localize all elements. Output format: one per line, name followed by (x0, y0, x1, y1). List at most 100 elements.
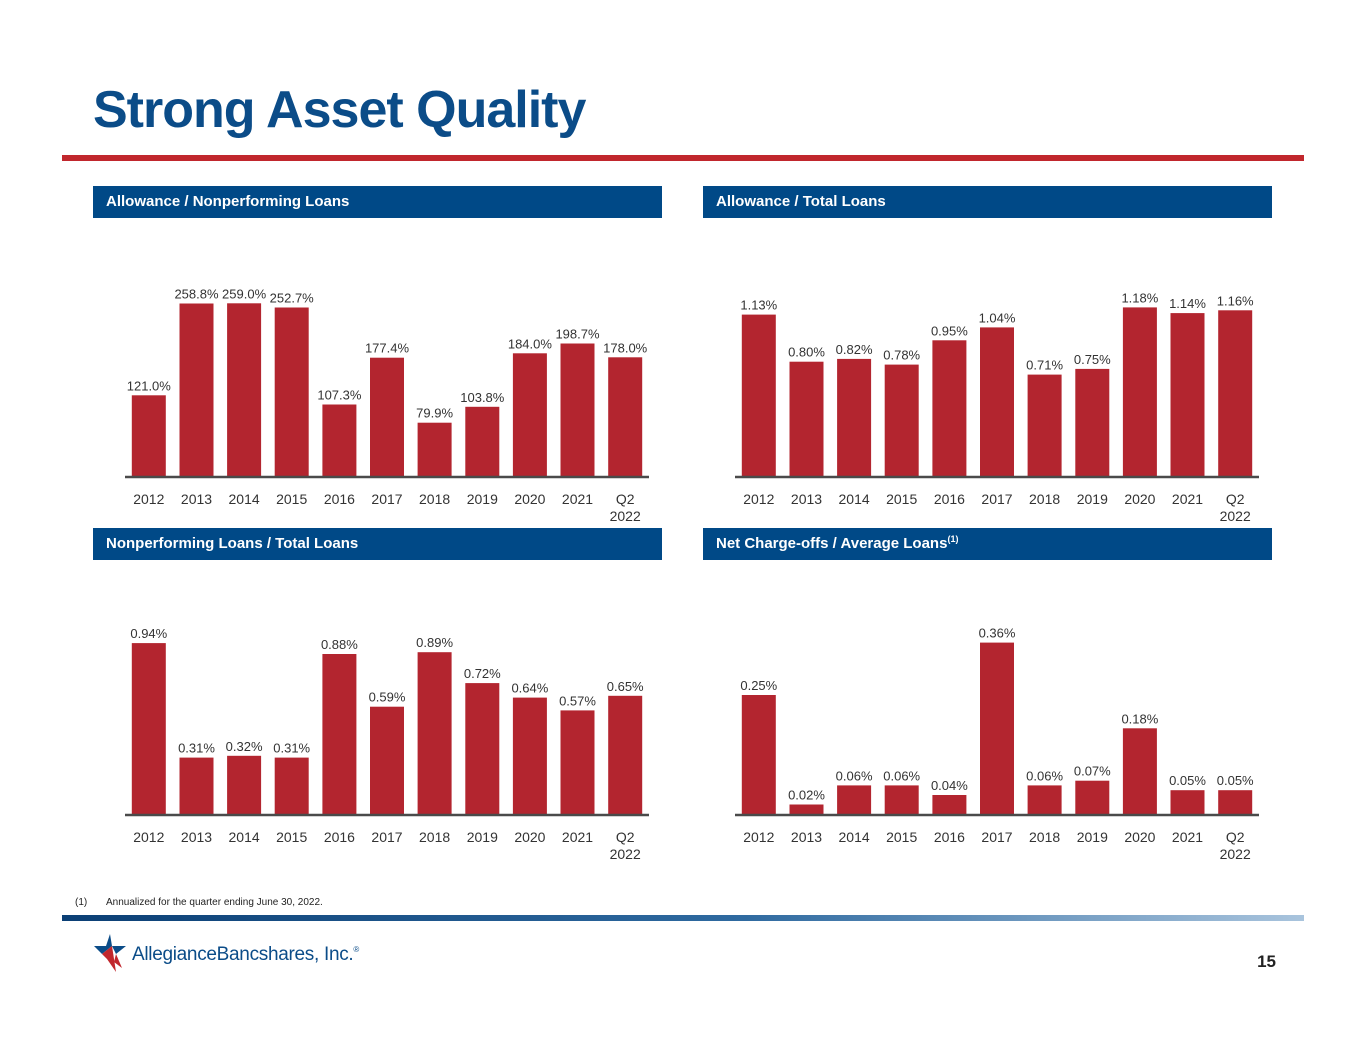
data-label: 178.0% (603, 340, 648, 355)
data-label: 0.06% (883, 768, 920, 783)
x-tick-label: 2019 (467, 829, 498, 845)
data-label: 259.0% (222, 286, 267, 301)
x-tick-label: 2014 (839, 491, 870, 507)
bar-2015 (274, 307, 309, 476)
x-tick-label: 2013 (791, 491, 822, 507)
x-tick-label: 2012 (133, 491, 164, 507)
bar-2014 (837, 785, 872, 814)
data-label: 0.64% (511, 681, 548, 696)
data-label: 0.05% (1217, 773, 1254, 788)
page-number: 15 (1257, 952, 1276, 971)
data-label: 121.0% (127, 378, 172, 393)
data-label: 0.06% (1026, 768, 1063, 783)
x-tick-label: 2020 (1124, 829, 1155, 845)
bar-2013 (789, 361, 824, 476)
x-tick-label: 2013 (181, 829, 212, 845)
page-title: Strong Asset Quality (93, 81, 586, 139)
data-label: 0.04% (931, 778, 968, 793)
x-tick-label: 2016 (934, 829, 965, 845)
bar-2012 (131, 395, 166, 476)
bar-2018 (417, 652, 452, 814)
footnote-marker: (1) (75, 897, 88, 908)
x-tick-label: 2017 (371, 829, 402, 845)
panel-title: Nonperforming Loans / Total Loans (106, 535, 359, 552)
data-label: 0.18% (1121, 711, 1158, 726)
data-label: 1.14% (1169, 296, 1206, 311)
x-tick-label: 2017 (371, 491, 402, 507)
x-tick-label: 2012 (133, 829, 164, 845)
logo-wordmark: AllegianceBancshares, Inc.® (132, 944, 359, 966)
x-tick-label: 2015 (886, 829, 917, 845)
x-tick-label: Q2 (616, 829, 635, 845)
x-tick-label: 2017 (981, 491, 1012, 507)
data-label: 0.57% (559, 693, 596, 708)
star-logo-icon (94, 934, 126, 972)
data-label: 0.06% (836, 768, 873, 783)
x-tick-label: 2015 (886, 491, 917, 507)
bar-2015 (274, 757, 309, 814)
data-label: 1.18% (1121, 290, 1158, 305)
panel-title-footnote-marker: (1) (947, 534, 959, 544)
bar-2012 (131, 643, 166, 814)
chart-allowance-npl: 121.0% 2012 258.8% 2013 259.0% 2014 252.7% 2015… (125, 286, 649, 524)
bar-2014 (837, 358, 872, 476)
data-label: 79.9% (416, 406, 453, 421)
x-tick-label: 2014 (229, 491, 260, 507)
x-tick-label: Q2 (1226, 829, 1245, 845)
bar-2015 (884, 364, 919, 476)
panel-header-allowance-total-loans: Allowance / Total Loans (703, 186, 1272, 218)
x-tick-label: 2018 (419, 829, 450, 845)
x-tick-label: 2016 (324, 491, 355, 507)
data-label: 0.89% (416, 635, 453, 650)
bar-2019 (1075, 780, 1110, 814)
bar-q2-2022 (1218, 790, 1253, 814)
bar-2020 (512, 353, 547, 476)
x-tick-label: 2014 (229, 829, 260, 845)
bar-2016 (322, 654, 357, 814)
data-label: 0.05% (1169, 773, 1206, 788)
data-label: 258.8% (174, 287, 219, 302)
data-label: 1.04% (979, 310, 1016, 325)
bar-q2-2022 (608, 695, 643, 814)
bar-2021 (1170, 790, 1205, 814)
panel-title: Net Charge-offs / Average Loans (716, 535, 948, 552)
x-tick-label: 2022 (1220, 508, 1251, 524)
bar-2017 (980, 327, 1014, 476)
bar-2014 (227, 303, 262, 476)
bar-q2-2022 (1218, 310, 1253, 476)
x-tick-label: 2012 (743, 829, 774, 845)
data-label: 184.0% (508, 336, 553, 351)
x-tick-label: 2012 (743, 491, 774, 507)
data-label: 198.7% (555, 327, 600, 342)
data-label: 1.13% (740, 298, 777, 313)
bar-2016 (322, 404, 357, 476)
bar-2016 (932, 795, 967, 814)
data-label: 0.31% (178, 741, 215, 756)
data-label: 0.25% (740, 678, 777, 693)
panel-header-allowance-npl: Allowance / Nonperforming Loans (93, 186, 662, 218)
company-logo: AllegianceBancshares, Inc.® (92, 932, 392, 974)
data-label: 0.95% (931, 323, 968, 338)
bar-2017 (980, 642, 1014, 814)
footnote: (1) Annualized for the quarter ending Jun… (75, 897, 323, 908)
data-label: 103.8% (460, 390, 505, 405)
x-tick-label: 2016 (934, 491, 965, 507)
x-tick-label: 2021 (562, 491, 593, 507)
x-tick-label: 2018 (1029, 829, 1060, 845)
data-label: 0.07% (1074, 764, 1111, 779)
bar-2013 (179, 303, 214, 476)
panel-header-npl-total-loans: Nonperforming Loans / Total Loans (93, 528, 662, 560)
data-label: 0.59% (369, 690, 406, 705)
panel-title: Allowance / Nonperforming Loans (106, 193, 350, 210)
x-tick-label: 2019 (467, 491, 498, 507)
chart-npl-total-loans: 0.94% 2012 0.31% 2013 0.32% 2014 0.31% 2015 0.88… (125, 626, 649, 862)
data-label: 0.72% (464, 666, 501, 681)
logo-name-part2: Bancshares, Inc. (216, 944, 354, 965)
data-label: 0.82% (836, 342, 873, 357)
bar-2019 (465, 406, 500, 476)
x-tick-label: 2020 (514, 491, 545, 507)
x-tick-label: 2014 (839, 829, 870, 845)
x-tick-label: 2022 (610, 508, 641, 524)
x-tick-label: 2017 (981, 829, 1012, 845)
data-label: 177.4% (365, 341, 410, 356)
